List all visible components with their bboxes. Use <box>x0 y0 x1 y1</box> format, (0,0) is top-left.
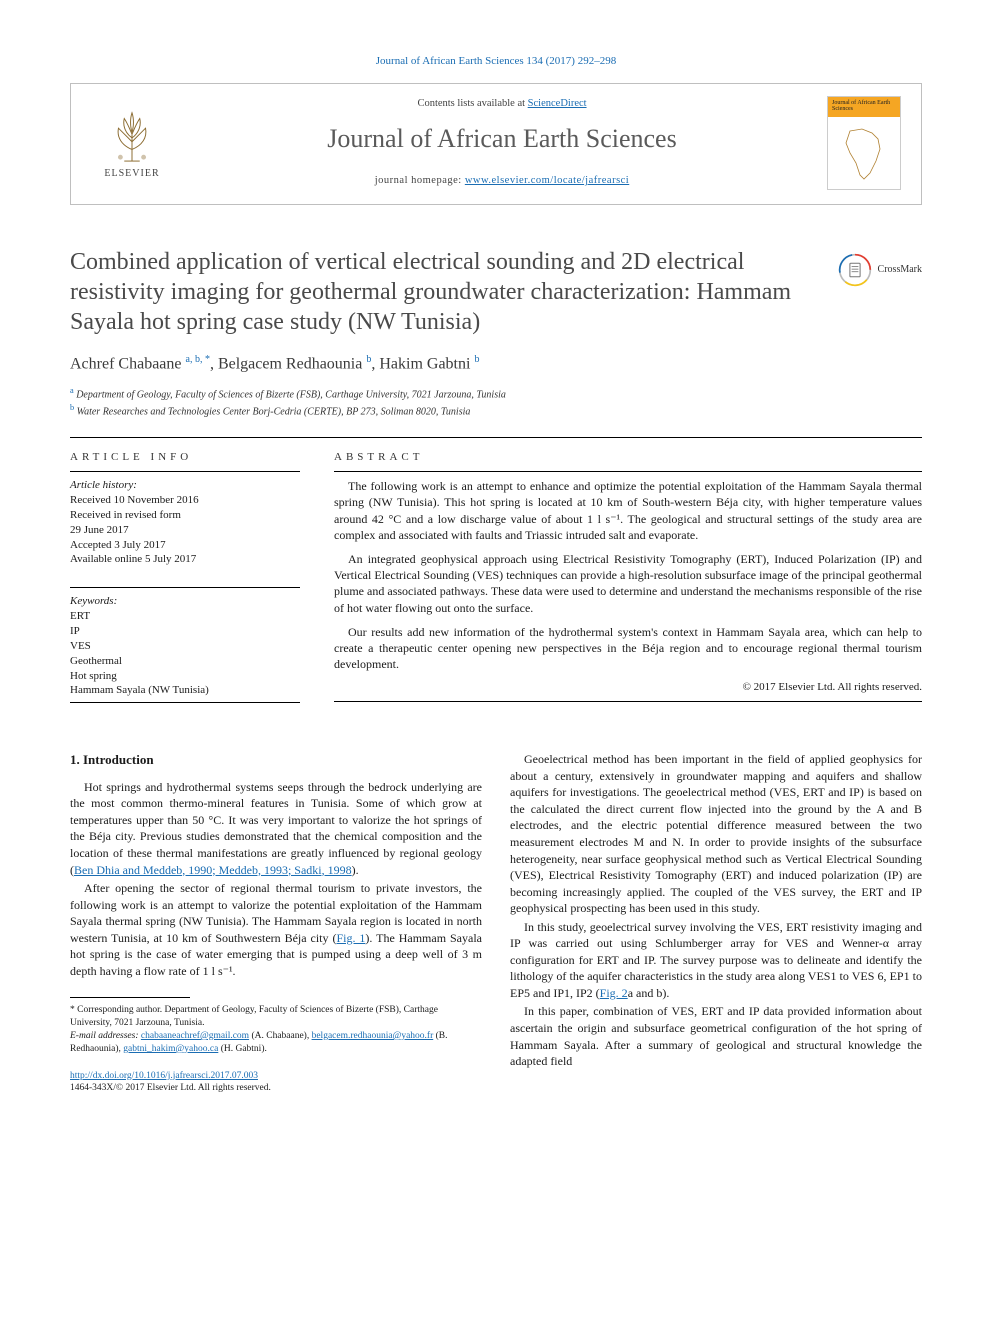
contents-available-line: Contents lists available at ScienceDirec… <box>189 97 815 111</box>
figure-link[interactable]: Fig. 1 <box>336 931 365 945</box>
cover-thumb-title: Journal of African Earth Sciences <box>832 100 896 113</box>
paragraph-text: In this study, geoelectrical survey invo… <box>510 920 922 1000</box>
crossmark-icon <box>838 253 872 287</box>
body-paragraph: In this study, geoelectrical survey invo… <box>510 919 922 1002</box>
journal-name: Journal of African Earth Sciences <box>189 121 815 156</box>
abstract-paragraph: Our results add new information of the h… <box>334 624 922 673</box>
email-label: E-mail addresses: <box>70 1031 139 1041</box>
keywords-label: Keywords: <box>70 594 300 609</box>
doi-link[interactable]: http://dx.doi.org/10.1016/j.jafrearsci.2… <box>70 1071 258 1081</box>
abstract-column: ABSTRACT The following work is an attemp… <box>334 450 922 709</box>
history-line: 29 June 2017 <box>70 523 300 538</box>
history-line: Received 10 November 2016 <box>70 493 300 508</box>
body-paragraph: After opening the sector of regional the… <box>70 880 482 979</box>
thin-divider <box>334 471 922 472</box>
thin-divider <box>70 471 300 472</box>
citation-line: Journal of African Earth Sciences 134 (2… <box>70 54 922 69</box>
journal-header: ELSEVIER Contents lists available at Sci… <box>70 83 922 205</box>
article-info-label: ARTICLE INFO <box>70 450 300 465</box>
email-addresses-note: E-mail addresses: chabaaneachref@gmail.c… <box>70 1030 482 1056</box>
abstract-label: ABSTRACT <box>334 450 922 465</box>
divider <box>70 437 922 438</box>
elsevier-tree-icon <box>103 105 161 163</box>
copyright-line: © 2017 Elsevier Ltd. All rights reserved… <box>334 680 922 695</box>
thin-divider <box>334 701 922 702</box>
keyword-item: Geothermal <box>70 654 300 669</box>
keyword-item: VES <box>70 639 300 654</box>
abstract-paragraph: An integrated geophysical approach using… <box>334 551 922 616</box>
issn-line: 1464-343X/© 2017 Elsevier Ltd. All right… <box>70 1083 271 1093</box>
homepage-prefix: journal homepage: <box>375 175 465 186</box>
africa-outline-icon <box>842 127 886 181</box>
introduction-heading: 1. Introduction <box>70 751 482 769</box>
body-paragraph: Hot springs and hydrothermal systems see… <box>70 779 482 878</box>
email-link[interactable]: gabtni_hakim@yahoo.ca <box>123 1044 218 1054</box>
sciencedirect-link[interactable]: ScienceDirect <box>528 98 587 109</box>
corresponding-author-note: * Corresponding author. Department of Ge… <box>70 1004 482 1030</box>
footnote-separator <box>70 997 190 998</box>
email-link[interactable]: belgacem.redhaounia@yahoo.fr <box>312 1031 434 1041</box>
journal-cover-thumbnail: Journal of African Earth Sciences <box>827 96 901 190</box>
elsevier-logo: ELSEVIER <box>87 105 177 181</box>
body-paragraph: Geoelectrical method has been important … <box>510 751 922 916</box>
email-link[interactable]: chabaaneachref@gmail.com <box>141 1031 249 1041</box>
paragraph-text: a and b). <box>628 986 670 1000</box>
keyword-item: ERT <box>70 609 300 624</box>
figure-link[interactable]: Fig. 2 <box>600 986 628 1000</box>
authors-line: Achref Chabaane a, b, *, Belgacem Redhao… <box>70 353 922 375</box>
history-label: Article history: <box>70 478 300 493</box>
history-line: Available online 5 July 2017 <box>70 552 300 567</box>
footnote-text: Corresponding author. Department of Geol… <box>70 1005 438 1028</box>
body-paragraph: In this paper, combination of VES, ERT a… <box>510 1003 922 1069</box>
crossmark-widget[interactable]: CrossMark <box>838 253 922 287</box>
thin-divider <box>70 702 300 703</box>
footer-block: http://dx.doi.org/10.1016/j.jafrearsci.2… <box>70 1070 482 1096</box>
history-line: Accepted 3 July 2017 <box>70 538 300 553</box>
keyword-item: Hot spring <box>70 669 300 684</box>
body-columns: 1. Introduction Hot springs and hydrothe… <box>70 751 922 1095</box>
contents-prefix: Contents lists available at <box>417 98 527 109</box>
reference-link[interactable]: Ben Dhia and Meddeb, 1990; Meddeb, 1993;… <box>74 863 352 877</box>
thin-divider <box>70 587 300 588</box>
affiliation-line: a Department of Geology, Faculty of Scie… <box>70 385 922 402</box>
footnote-star: * <box>70 1005 75 1015</box>
crossmark-label: CrossMark <box>878 263 922 277</box>
abstract-paragraph: The following work is an attempt to enha… <box>334 478 922 543</box>
history-line: Received in revised form <box>70 508 300 523</box>
affiliation-line: b Water Researches and Technologies Cent… <box>70 402 922 419</box>
article-title: Combined application of vertical electri… <box>70 247 818 337</box>
article-info-column: ARTICLE INFO Article history: Received 1… <box>70 450 300 709</box>
keyword-item: IP <box>70 624 300 639</box>
keyword-item: Hammam Sayala (NW Tunisia) <box>70 683 300 698</box>
elsevier-wordmark: ELSEVIER <box>104 167 159 181</box>
journal-homepage-link[interactable]: www.elsevier.com/locate/jafrearsci <box>465 175 629 186</box>
journal-homepage-line: journal homepage: www.elsevier.com/locat… <box>189 174 815 188</box>
